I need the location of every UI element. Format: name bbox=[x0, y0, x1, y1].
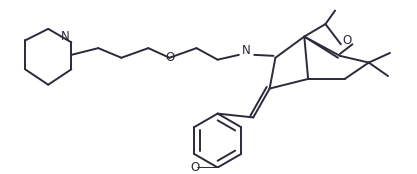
Text: O: O bbox=[190, 161, 199, 174]
Text: N: N bbox=[61, 30, 70, 43]
Text: N: N bbox=[242, 44, 251, 57]
Text: O: O bbox=[342, 34, 351, 47]
Text: O: O bbox=[165, 51, 174, 64]
